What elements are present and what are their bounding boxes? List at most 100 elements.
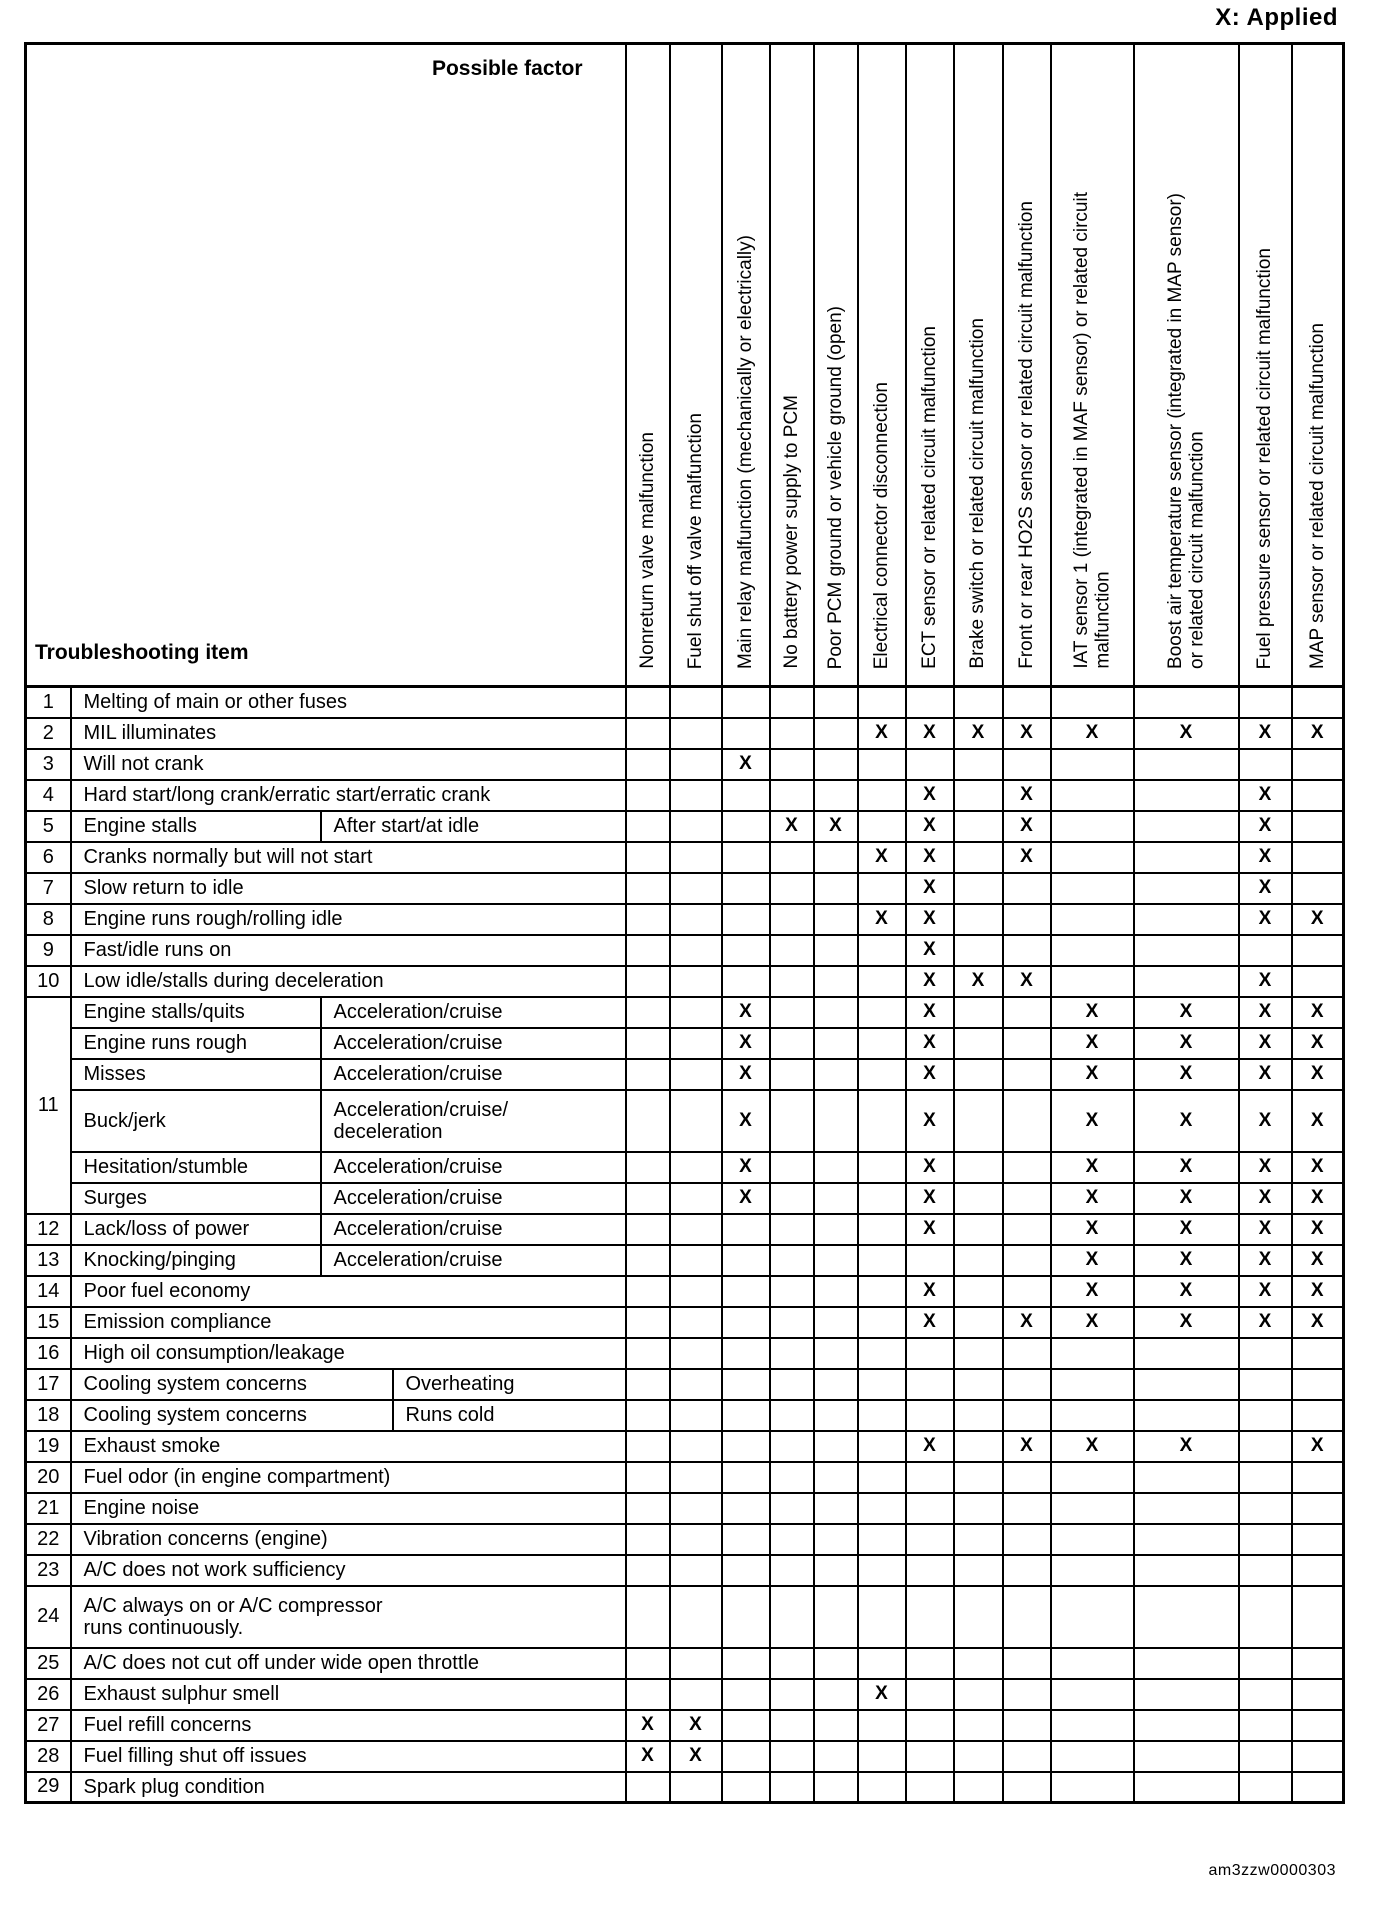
empty-cell (624, 1305, 671, 1339)
empty-cell (812, 1367, 859, 1401)
empty-cell (904, 747, 955, 781)
empty-cell (624, 1646, 671, 1680)
empty-cell (720, 1770, 771, 1804)
empty-cell (952, 1739, 1004, 1773)
empty-cell (1001, 1088, 1052, 1153)
row-number: 15 (24, 1305, 72, 1339)
empty-cell (856, 1739, 907, 1773)
factor-col-header: ECT sensor or related circuit malfunctio… (904, 42, 955, 688)
row-number: 19 (24, 1429, 72, 1463)
table-row: 16 High oil consumption/leakage (24, 1336, 1345, 1370)
empty-cell (1001, 933, 1052, 967)
empty-cell (1132, 1708, 1240, 1742)
empty-cell (1049, 1770, 1135, 1804)
factor-col-header: No battery power supply to PCM (768, 42, 815, 688)
empty-cell (1049, 1367, 1135, 1401)
empty-cell (904, 1460, 955, 1494)
empty-cell (952, 1088, 1004, 1153)
empty-cell (768, 778, 815, 812)
factor-label: IAT sensor 1 (integrated in MAF sensor) … (1070, 192, 1113, 669)
applied-mark-cell: X (1237, 1088, 1293, 1153)
empty-cell (720, 809, 771, 843)
applied-mark-cell: X (904, 1274, 955, 1308)
empty-cell (768, 1150, 815, 1184)
applied-mark-cell: X (1290, 995, 1345, 1029)
row-number: 20 (24, 1460, 72, 1494)
applied-mark-cell: X (1237, 1243, 1293, 1277)
empty-cell (720, 840, 771, 874)
empty-cell (768, 1243, 815, 1277)
applied-mark-cell: X (1237, 902, 1293, 936)
empty-cell (768, 1367, 815, 1401)
applied-mark-cell: X (1290, 1429, 1345, 1463)
empty-cell (904, 1243, 955, 1277)
empty-cell (1290, 685, 1345, 719)
empty-cell (952, 1274, 1004, 1308)
empty-cell (1001, 902, 1052, 936)
empty-cell (768, 1305, 815, 1339)
troubleshooting-item-label: Troubleshooting item (35, 641, 249, 664)
empty-cell (624, 1553, 671, 1587)
empty-cell (668, 1584, 723, 1649)
empty-cell (720, 1491, 771, 1525)
applied-mark-cell: X (904, 871, 955, 905)
table-row: 10 Low idle/stalls during deceleration X X X… (24, 964, 1345, 998)
empty-cell (1001, 1739, 1052, 1773)
empty-cell (952, 1243, 1004, 1277)
applied-mark-cell: X (1049, 995, 1135, 1029)
item-cell: Lack/loss of power (69, 1212, 322, 1246)
empty-cell (1237, 685, 1293, 719)
empty-cell (856, 1212, 907, 1246)
item-cell: Misses (69, 1057, 322, 1091)
item-cell: A/C does not work sufficiency (69, 1553, 627, 1587)
empty-cell (952, 1491, 1004, 1525)
empty-cell (952, 1553, 1004, 1587)
empty-cell (856, 871, 907, 905)
empty-cell (1132, 1646, 1240, 1680)
applied-mark-cell: X (668, 1739, 723, 1773)
applied-mark-cell: X (904, 1057, 955, 1091)
factor-col-header: Nonreturn valve malfunction (624, 42, 671, 688)
item-cell: Engine runs rough/rolling idle (69, 902, 627, 936)
empty-cell (624, 809, 671, 843)
applied-mark-cell: X (1237, 1026, 1293, 1060)
applied-mark-cell: X (904, 1088, 955, 1153)
empty-cell (720, 1522, 771, 1556)
applied-mark-cell: X (1290, 1243, 1345, 1277)
empty-cell (1290, 871, 1345, 905)
empty-cell (1049, 871, 1135, 905)
table-row: Buck/jerk Acceleration/cruise/ decelerati… (26, 1088, 1345, 1153)
factor-label: Nonreturn valve malfunction (636, 432, 658, 669)
empty-cell (668, 964, 723, 998)
applied-mark-cell: X (1049, 1305, 1135, 1339)
row-number: 25 (24, 1646, 72, 1680)
empty-cell (904, 1584, 955, 1649)
empty-cell (668, 1088, 723, 1153)
empty-cell (768, 995, 815, 1029)
table-row: 24 A/C always on or A/C compressor runs c… (24, 1584, 1345, 1649)
empty-cell (1132, 747, 1240, 781)
table-row: 1 Melting of main or other fuses (24, 685, 1345, 719)
empty-cell (624, 1584, 671, 1649)
empty-cell (768, 933, 815, 967)
empty-cell (1001, 1150, 1052, 1184)
applied-mark-cell: X (904, 1212, 955, 1246)
item-cell: High oil consumption/leakage (69, 1336, 627, 1370)
empty-cell (768, 871, 815, 905)
empty-cell (1001, 747, 1052, 781)
empty-cell (668, 1181, 723, 1215)
possible-factor-label: Possible factor (431, 57, 583, 80)
empty-cell (952, 1770, 1004, 1804)
empty-cell (768, 1522, 815, 1556)
item-cell: Spark plug condition (69, 1770, 627, 1804)
empty-cell (812, 1057, 859, 1091)
empty-cell (1001, 1708, 1052, 1742)
empty-cell (668, 1646, 723, 1680)
applied-mark-cell: X (904, 995, 955, 1029)
empty-cell (1132, 1491, 1240, 1525)
empty-cell (1049, 964, 1135, 998)
corner-cell: Possible factor Troubleshooting item (24, 42, 627, 688)
empty-cell (904, 1646, 955, 1680)
empty-cell (856, 1708, 907, 1742)
item-cell: Surges (69, 1181, 322, 1215)
